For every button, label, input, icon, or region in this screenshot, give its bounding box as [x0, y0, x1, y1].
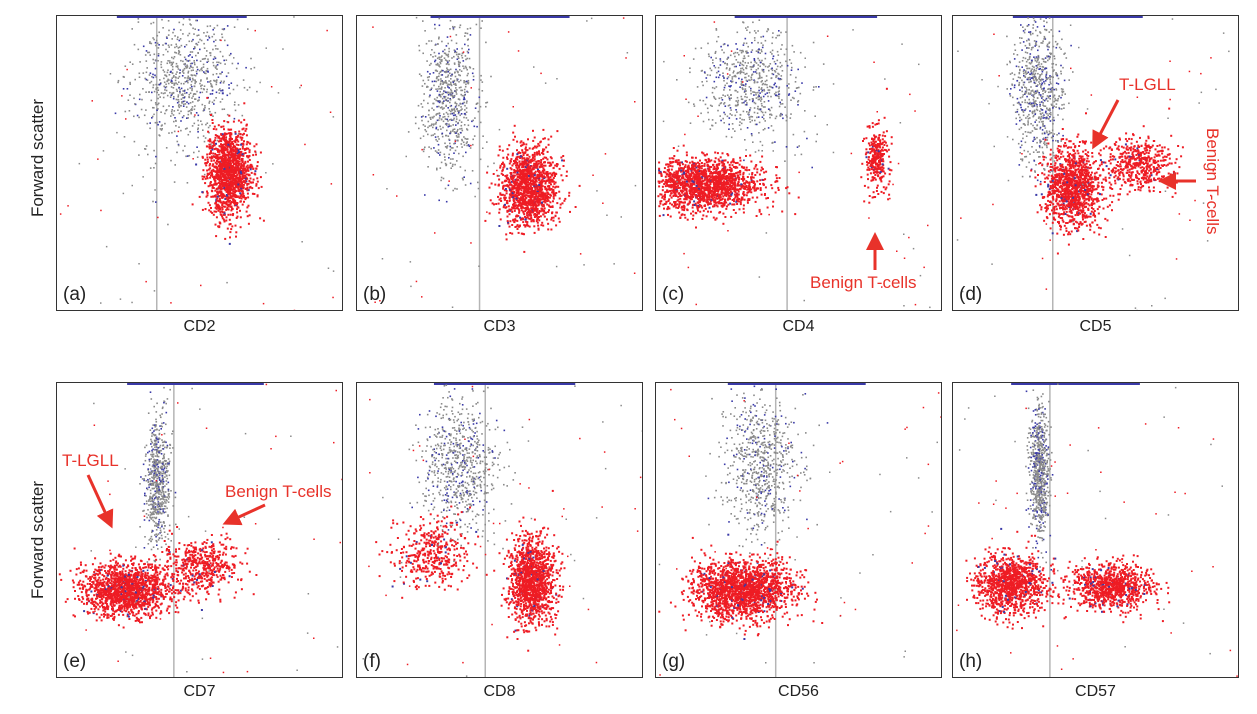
ungated-cluster: [114, 17, 258, 226]
x-axis-label-e: CD7: [183, 683, 216, 700]
annotation-benign-tcells-e: Benign T-cells: [225, 482, 332, 501]
background-events: [956, 383, 1238, 677]
malignant-cluster: [137, 526, 258, 611]
panel-label: (g): [662, 651, 686, 672]
background-events: [662, 21, 931, 309]
ungated-cluster: [1006, 17, 1074, 183]
scatter-plot-a: [59, 16, 335, 310]
ungated-cluster: [1025, 389, 1054, 571]
scatter-plot-d: [956, 16, 1230, 310]
panel-g: (g): [655, 382, 942, 678]
x-axis-label-h: CD57: [1075, 683, 1116, 700]
malignant-cluster: [1051, 554, 1171, 624]
malignant-cluster: [1030, 112, 1122, 255]
panel-label: (e): [63, 651, 87, 672]
background-events: [956, 18, 1230, 310]
background-events: [658, 388, 941, 676]
ungated-cluster: [408, 384, 524, 577]
ungated-cluster: [407, 17, 495, 203]
panel-e: (e): [56, 382, 343, 678]
malignant-cluster: [657, 144, 800, 229]
panel-a: (a): [56, 15, 343, 311]
annotation-tlgll-d: T-LGLL: [1119, 75, 1176, 94]
x-axis-label-b: CD3: [483, 318, 516, 335]
panel-c: (c): [655, 15, 942, 311]
malignant-cluster: [484, 124, 581, 253]
background-events: [362, 385, 642, 677]
x-axis-label-d: CD5: [1079, 318, 1112, 335]
x-axis-label-a: CD2: [183, 318, 216, 335]
scatter-plot-h: [956, 383, 1238, 677]
x-axis-label-f: CD8: [483, 683, 516, 700]
background-events: [85, 383, 342, 674]
malignant-cluster: [191, 92, 265, 245]
malignant-cluster: [500, 489, 566, 652]
background-events: [59, 16, 335, 310]
scatter-plot-b: [372, 16, 637, 310]
panel-h: (h): [952, 382, 1239, 678]
y-axis-label-top: Forward scatter: [28, 98, 47, 218]
panel-label: (a): [63, 284, 87, 305]
panel-label: (c): [662, 284, 685, 305]
x-axis-label-g: CD56: [778, 683, 819, 700]
ungated-cluster: [676, 19, 825, 169]
ungated-cluster: [707, 385, 829, 564]
panel-b: (b): [356, 15, 643, 311]
malignant-cluster: [658, 533, 824, 640]
panel-d: (d): [952, 15, 1239, 311]
panel-label: (d): [959, 284, 983, 305]
annotation-benign-tcells-d: Benign T-cells: [1203, 128, 1222, 235]
malignant-cluster: [1095, 107, 1184, 201]
annotation-tlgll-e: T-LGLL: [62, 451, 119, 470]
scatter-plot-g: [658, 383, 941, 677]
panel-label: (f): [363, 651, 381, 672]
malignant-cluster: [860, 87, 893, 204]
panel-f: (f): [356, 382, 643, 678]
panel-label: (h): [959, 651, 983, 672]
x-axis-label-c: CD4: [782, 318, 815, 335]
annotation-benign-tcells-c: Benign T-cells: [810, 273, 917, 292]
scatter-plot-c: [657, 16, 931, 310]
panel-label: (b): [363, 284, 387, 305]
malignant-cluster: [375, 505, 501, 599]
y-axis-label-bottom: Forward scatter: [28, 480, 47, 600]
background-events: [372, 16, 637, 308]
malignant-cluster: [965, 527, 1078, 630]
scatter-plot-e: [58, 383, 342, 677]
ungated-cluster: [139, 386, 177, 592]
scatter-plot-f: [362, 383, 642, 677]
